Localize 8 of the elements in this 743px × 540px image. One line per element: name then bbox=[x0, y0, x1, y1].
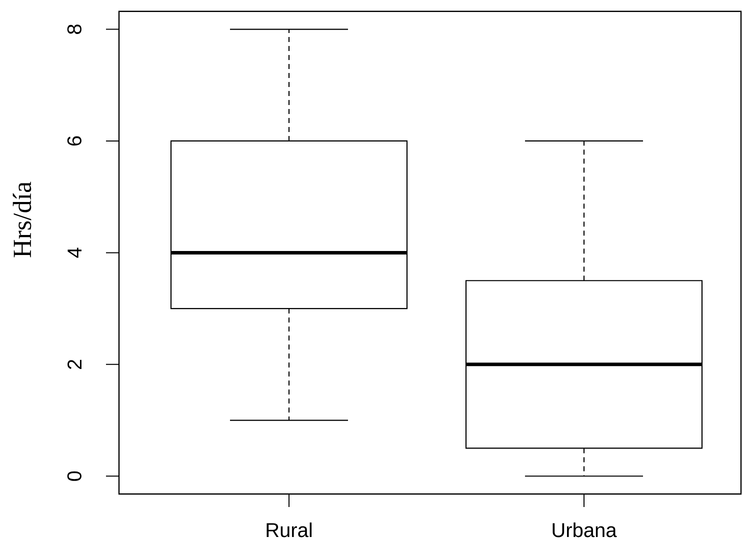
y-tick-label: 8 bbox=[67, 24, 82, 34]
y-tick-label: 0 bbox=[67, 471, 82, 481]
y-tick-label: 2 bbox=[68, 360, 82, 369]
x-tick-label: Urbana bbox=[552, 522, 617, 538]
y-tick-label: 4 bbox=[68, 248, 82, 258]
y-axis-title: Hrs/día bbox=[12, 182, 32, 258]
y-tick-label: 6 bbox=[67, 136, 82, 146]
x-tick-label: Rural bbox=[266, 522, 312, 538]
